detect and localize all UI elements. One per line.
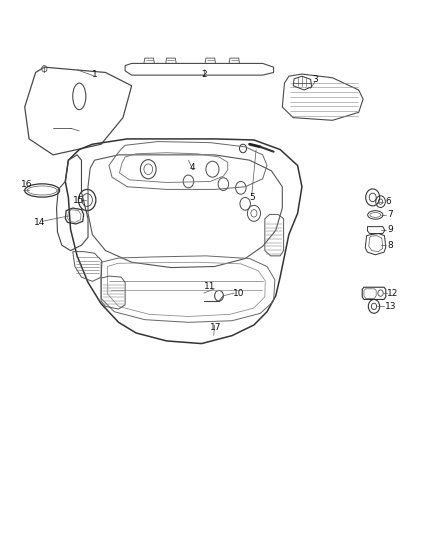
Text: 6: 6 (385, 197, 391, 206)
Text: 9: 9 (388, 225, 393, 235)
Text: 12: 12 (387, 288, 399, 297)
Text: 7: 7 (388, 211, 393, 220)
Text: 15: 15 (73, 196, 84, 205)
Text: 2: 2 (201, 70, 207, 78)
Text: 16: 16 (21, 180, 33, 189)
Text: 17: 17 (210, 322, 221, 332)
Text: 13: 13 (385, 302, 396, 311)
Text: 8: 8 (388, 241, 393, 250)
Text: 3: 3 (312, 75, 318, 84)
Text: 4: 4 (190, 163, 196, 172)
Text: 5: 5 (249, 193, 254, 202)
Text: 10: 10 (233, 288, 244, 297)
Text: 1: 1 (92, 70, 97, 78)
Text: 14: 14 (34, 219, 46, 228)
Text: 11: 11 (204, 282, 215, 291)
